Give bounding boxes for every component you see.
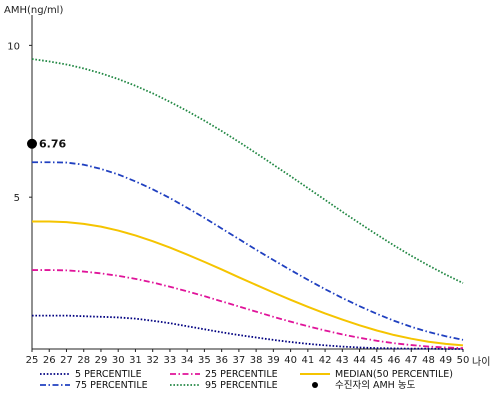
legend-label: 95 PERCENTILE (205, 380, 278, 391)
x-tick-label: 50 (457, 355, 470, 366)
x-tick-label: 35 (198, 355, 211, 366)
x-tick-label: 26 (43, 355, 56, 366)
y-tick-label: 10 (7, 41, 20, 52)
axes: 25 26 27 28 29 30 31 32 33 34 35 36 37 38 39 40 41 42 43 44… (7, 15, 469, 366)
y-axis-title: AMH(ng/ml) (4, 5, 63, 16)
x-tick-label: 46 (388, 355, 401, 366)
x-tick-label: 33 (164, 355, 177, 366)
legend: 5 PERCENTILE 25 PERCENTILE MEDIAN(50 PERCE… (40, 369, 453, 391)
x-tick-label: 32 (146, 355, 159, 366)
x-tick-label: 31 (129, 355, 142, 366)
x-tick-label: 43 (336, 355, 349, 366)
x-tick-label: 40 (284, 355, 297, 366)
legend-label: MEDIAN(50 PERCENTILE) (335, 369, 453, 380)
x-tick-label: 37 (233, 355, 246, 366)
x-tick-label: 47 (405, 355, 418, 366)
x-tick-label: 34 (181, 355, 194, 366)
x-tick-label: 49 (439, 355, 452, 366)
legend-label: 75 PERCENTILE (75, 380, 148, 391)
series-line-75-percentile (32, 161, 464, 341)
x-axis-title: 나이 (472, 356, 490, 368)
legend-marker-symbol (312, 382, 318, 388)
patient-amh-marker (27, 138, 37, 149)
x-tick-label: 30 (112, 355, 125, 366)
patient-amh-value-label: 6.76 (39, 138, 66, 151)
marker-layer: 6.76 (27, 138, 66, 151)
x-tick-label: 29 (95, 355, 108, 366)
x-tick-label: 27 (60, 355, 73, 366)
x-tick-label: 39 (267, 355, 280, 366)
legend-label: 5 PERCENTILE (75, 369, 142, 380)
x-tick-label: 28 (77, 355, 90, 366)
x-tick-label: 36 (215, 355, 228, 366)
y-tick-label: 5 (14, 193, 20, 204)
x-tick-label: 38 (250, 355, 263, 366)
series-layer (31, 58, 464, 350)
series-line-median-50-percentile (32, 220, 464, 347)
legend-label: 수진자의 AMH 농도 (335, 380, 416, 391)
x-tick-label: 45 (370, 355, 383, 366)
legend-label: 25 PERCENTILE (205, 369, 278, 380)
x-tick-label: 44 (353, 355, 366, 366)
x-tick-label: 41 (301, 355, 314, 366)
series-line-95-percentile (31, 58, 464, 284)
series-line-5-percentile (32, 314, 463, 350)
x-tick-label: 25 (26, 355, 39, 366)
series-line-25-percentile (32, 269, 464, 349)
x-tick-label: 48 (422, 355, 435, 366)
x-tick-label: 42 (319, 355, 332, 366)
